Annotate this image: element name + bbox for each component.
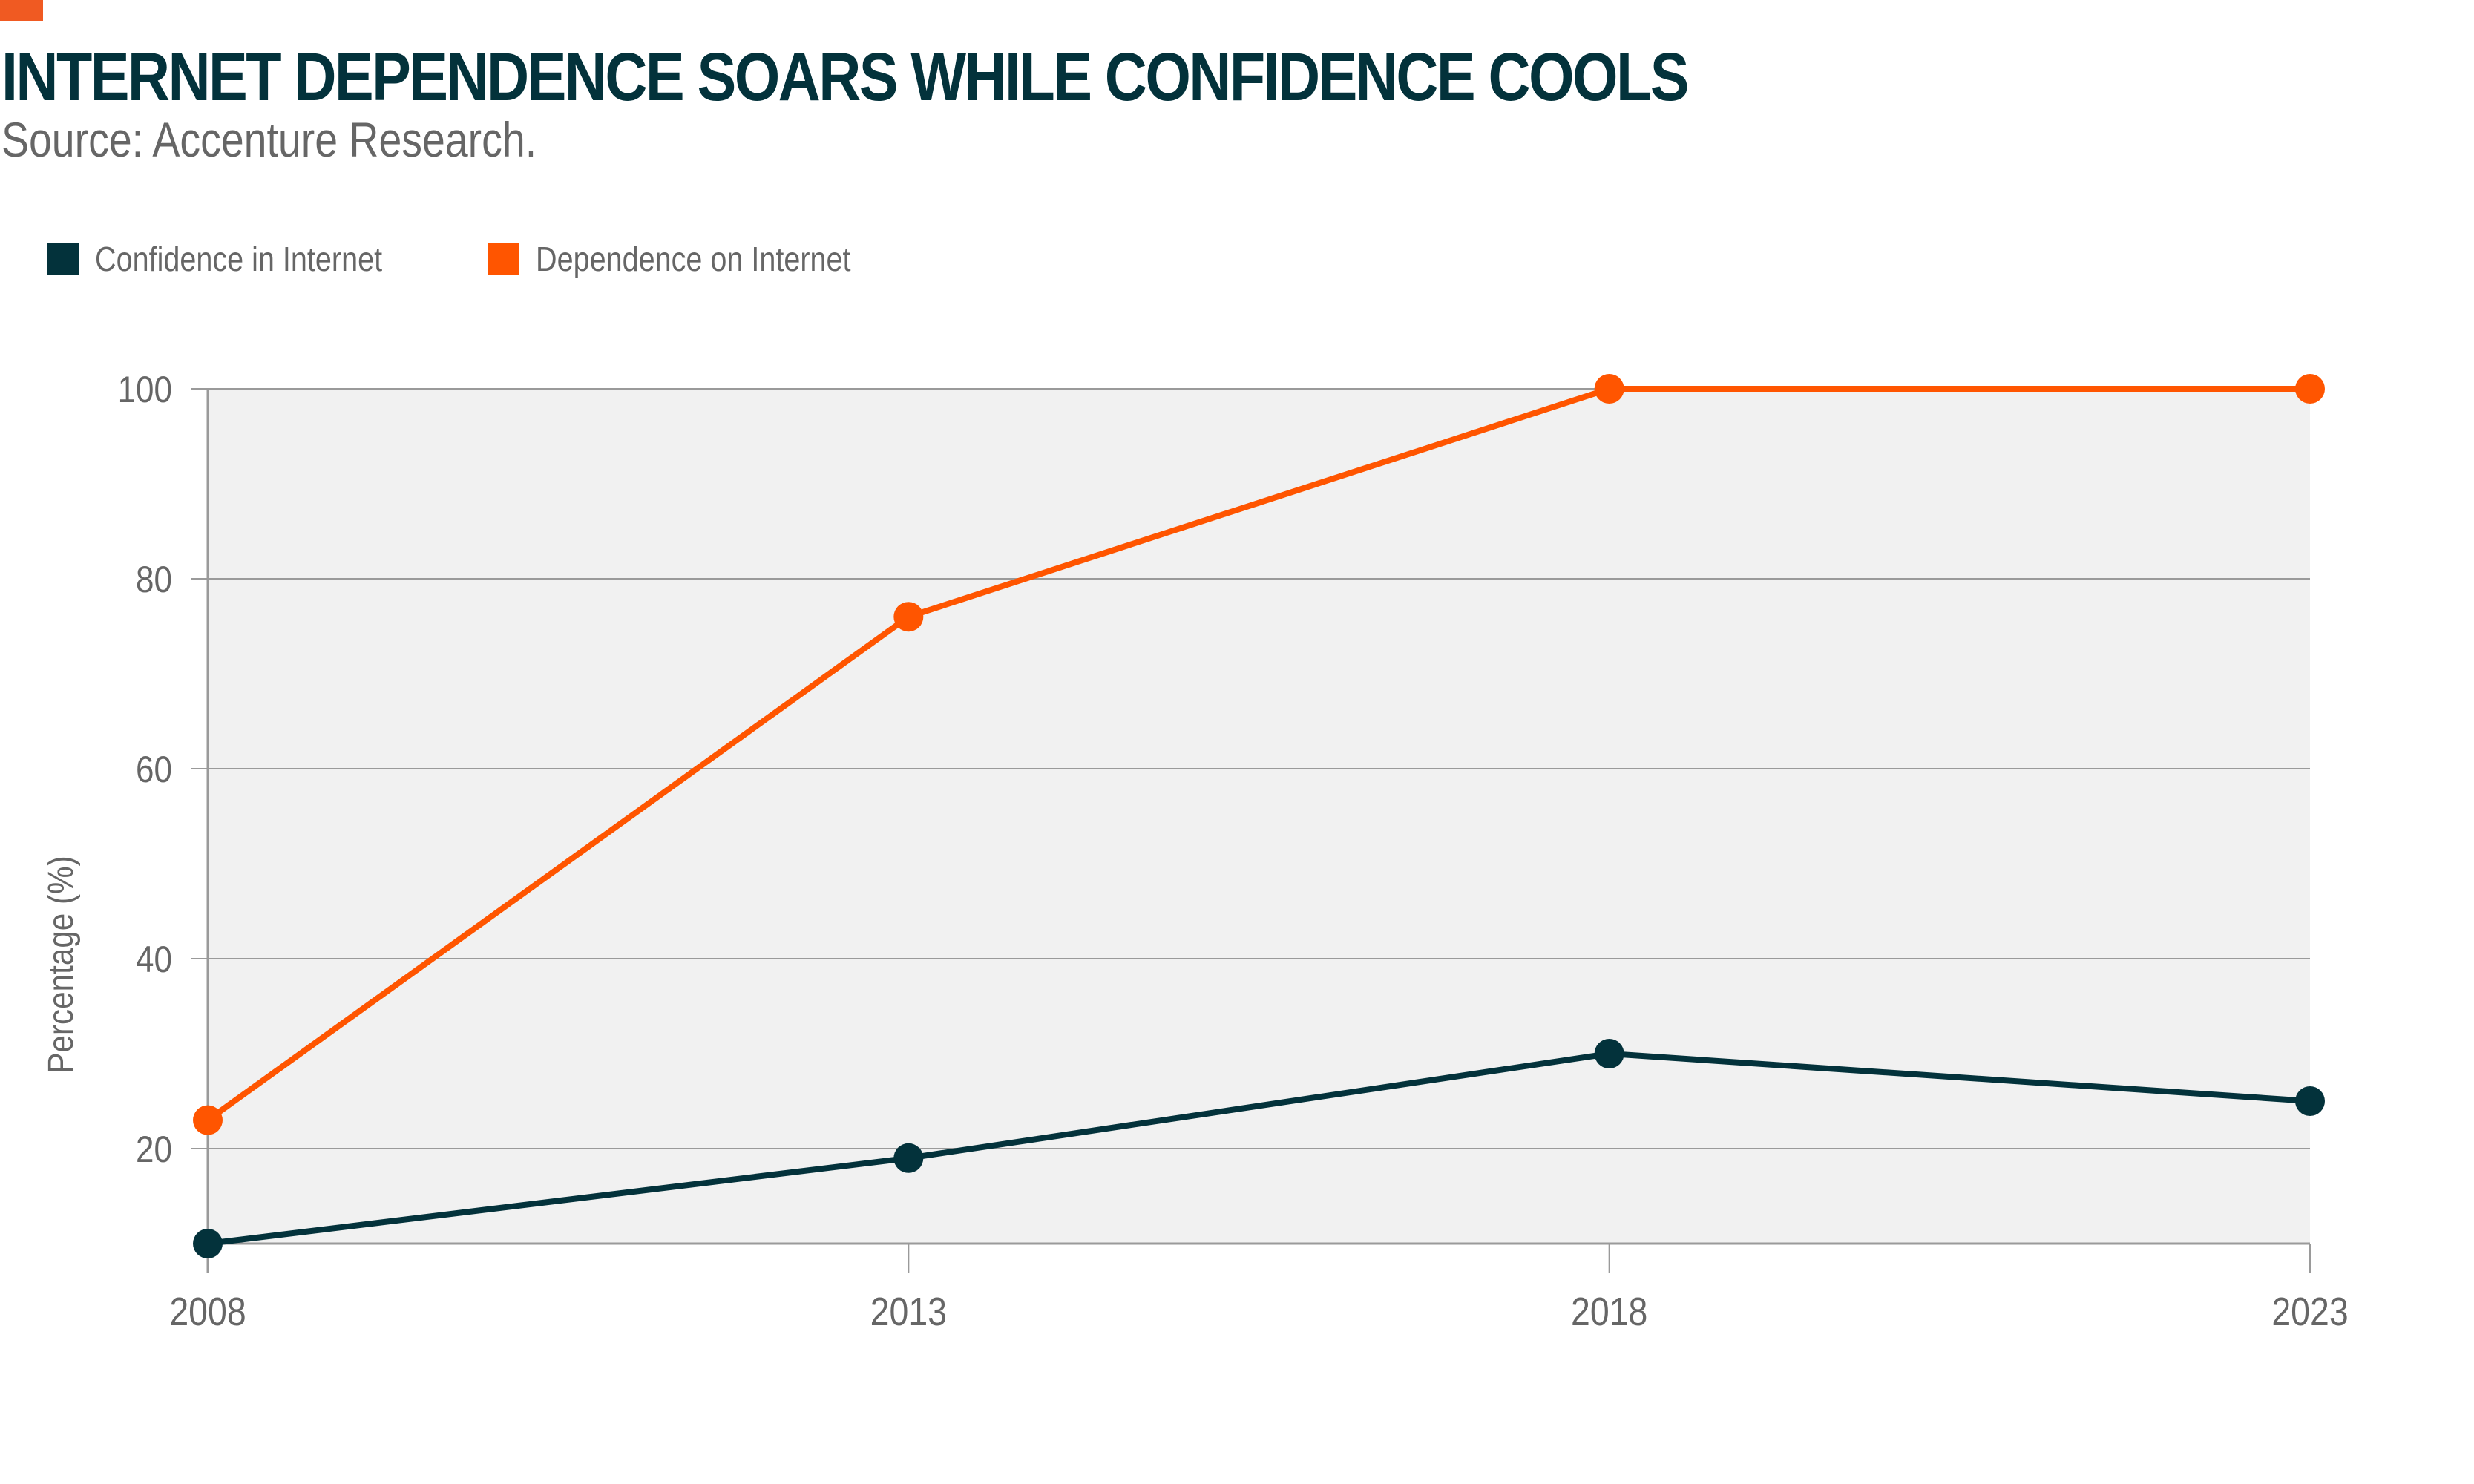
chart-source: Source: Accenture Research. (1, 112, 537, 167)
accent-bar (0, 0, 43, 21)
x-tick-labels: 2008 2013 2018 2023 (169, 1289, 2348, 1334)
plot-area (208, 389, 2310, 1244)
y-axis-label: Percentage (%) (40, 856, 80, 1073)
legend-swatch-confidence (47, 243, 79, 275)
y-tick-label: 60 (136, 748, 172, 789)
grid-lines (191, 388, 2310, 1149)
legend-item-dependence[interactable]: Dependence on Internet (488, 239, 902, 279)
data-point-1 (1594, 374, 1624, 404)
y-tick-label: 40 (136, 938, 172, 979)
data-point-1 (893, 602, 924, 632)
x-tick-label: 2008 (169, 1289, 246, 1334)
y-tick-labels: 20 40 60 80 100 (118, 368, 172, 1169)
y-tick-label: 20 (136, 1128, 172, 1169)
legend: Confidence in Internet Dependence on Int… (47, 239, 962, 279)
series-line-0 (207, 1051, 2311, 1247)
legend-label-dependence: Dependence on Internet (536, 240, 851, 278)
y-tick-label: 80 (136, 558, 172, 600)
chart-title: INTERNET DEPENDENCE SOARS WHILE CONFIDEN… (1, 39, 1689, 115)
series-lines (193, 374, 2325, 1258)
x-tick-label: 2023 (2271, 1289, 2348, 1334)
legend-swatch-dependence (488, 243, 520, 275)
data-point-0 (1594, 1039, 1624, 1068)
x-tick-label: 2018 (1571, 1289, 1647, 1334)
x-tick-label: 2013 (870, 1289, 947, 1334)
data-point-0 (2295, 1086, 2325, 1116)
y-tick-label: 100 (118, 368, 172, 410)
data-point-1 (193, 1105, 223, 1135)
data-point-0 (193, 1229, 223, 1258)
data-point-1 (2295, 374, 2325, 404)
legend-item-confidence[interactable]: Confidence in Internet (47, 239, 429, 279)
data-point-0 (893, 1143, 924, 1173)
series-line-1 (206, 386, 2310, 1123)
legend-label-confidence: Confidence in Internet (95, 240, 383, 278)
